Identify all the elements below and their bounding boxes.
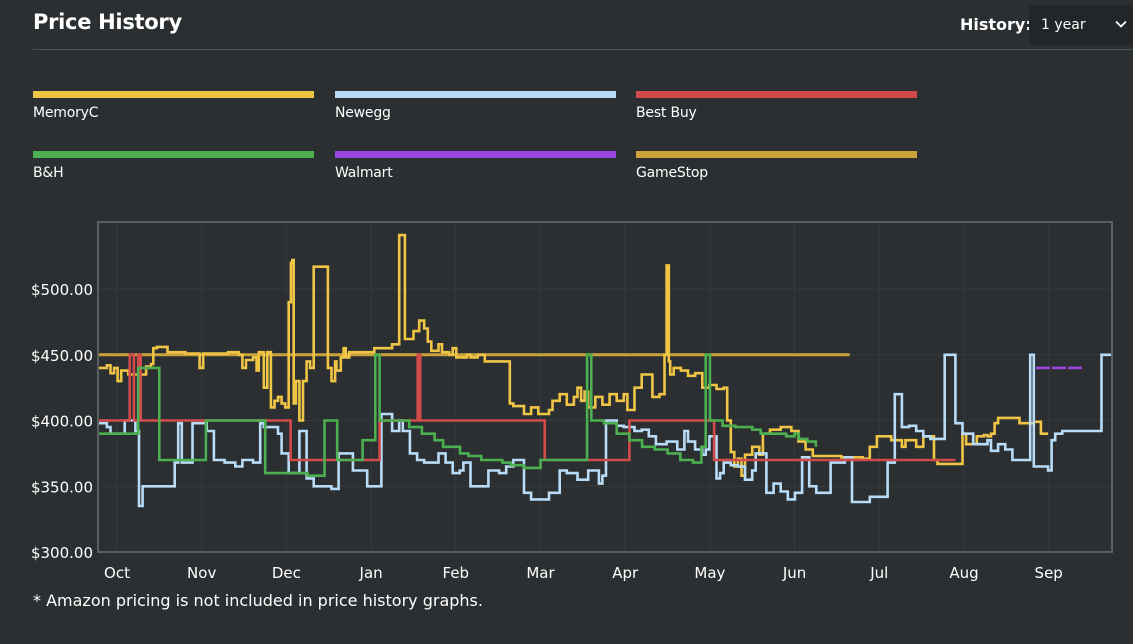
legend-swatch (33, 91, 314, 98)
x-tick-label: Dec (272, 564, 301, 582)
legend-label: Best Buy (636, 105, 697, 121)
legend-swatch (335, 91, 616, 98)
legend-swatch (636, 151, 917, 158)
header-divider (33, 49, 1133, 50)
history-range-select[interactable]: 1 year (1029, 5, 1133, 45)
x-tick-label: Oct (104, 564, 130, 582)
x-tick-label: Apr (612, 564, 639, 582)
legend-item-newegg[interactable]: Newegg (335, 91, 616, 121)
x-tick-label: Jun (782, 564, 806, 582)
legend-label: GameStop (636, 165, 708, 181)
x-tick-label: May (694, 564, 725, 582)
legend-label: Newegg (335, 105, 391, 121)
chart-grid (98, 222, 1112, 553)
history-label: History: (960, 15, 1032, 34)
plot-background (98, 222, 1112, 552)
legend-item-gamestop[interactable]: GameStop (636, 151, 917, 181)
legend-swatch (33, 151, 314, 158)
y-axis-ticks: $300.00 $350.00 $400.00 $450.00 $500.00 (31, 281, 93, 562)
x-tick-label: Mar (526, 564, 555, 582)
series-line-b-h (99, 353, 818, 477)
legend-label: Walmart (335, 165, 393, 181)
legend-label: MemoryC (33, 105, 99, 121)
legend-item-memoryc[interactable]: MemoryC (33, 91, 314, 121)
y-tick-label: $350.00 (31, 478, 93, 496)
x-tick-label: Feb (443, 564, 470, 582)
history-range-value: 1 year (1041, 17, 1086, 33)
legend-item-bh[interactable]: B&H (33, 151, 314, 181)
legend-swatch (335, 151, 616, 158)
series-line-newegg (99, 353, 1111, 508)
chevron-down-icon (1115, 20, 1127, 28)
series-line-memoryc (99, 233, 1049, 477)
x-tick-label: Jul (869, 564, 888, 582)
page-title: Price History (33, 10, 182, 34)
y-tick-label: $500.00 (31, 281, 93, 299)
x-tick-label: Aug (949, 564, 978, 582)
legend-label: B&H (33, 165, 64, 181)
plot-frame (97, 221, 1113, 553)
amazon-footnote: * Amazon pricing is not included in pric… (33, 591, 483, 610)
x-tick-label: Sep (1035, 564, 1063, 582)
x-tick-label: Jan (359, 564, 383, 582)
y-tick-label: $300.00 (31, 544, 93, 562)
x-tick-label: Nov (187, 564, 216, 582)
y-tick-label: $450.00 (31, 347, 93, 365)
y-tick-label: $400.00 (31, 413, 93, 431)
legend-item-best-buy[interactable]: Best Buy (636, 91, 917, 121)
legend-item-walmart[interactable]: Walmart (335, 151, 616, 181)
x-axis-ticks: Oct Nov Dec Jan Feb Mar Apr May Jun Jul Aug Sep (104, 564, 1063, 582)
chart-series (99, 233, 1111, 508)
legend-swatch (636, 91, 917, 98)
